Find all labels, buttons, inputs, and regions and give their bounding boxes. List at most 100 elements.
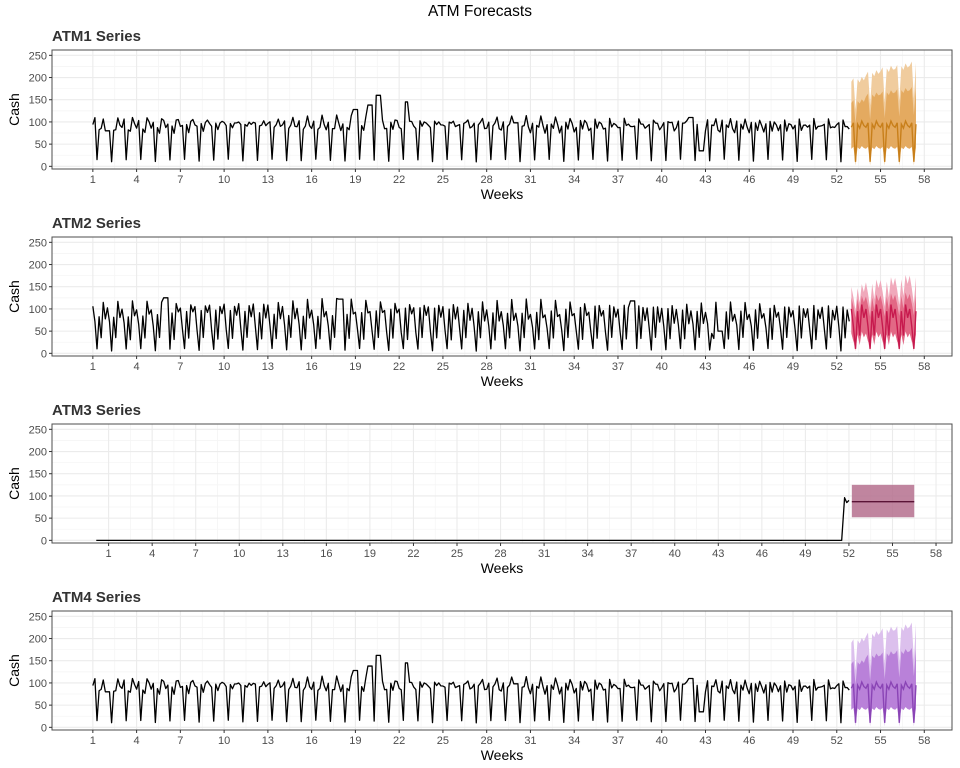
y-tick-label: 0 (41, 348, 47, 360)
x-tick-label: 52 (831, 361, 843, 373)
y-tick-label: 150 (29, 656, 47, 668)
panel-title: ATM2 Series (52, 215, 141, 232)
x-tick-label: 55 (886, 548, 898, 560)
x-tick-label: 28 (481, 735, 493, 747)
x-tick-label: 55 (874, 174, 886, 186)
x-tick-label: 16 (306, 735, 318, 747)
x-tick-label: 31 (538, 548, 550, 560)
forecast-mean-line (850, 119, 917, 162)
x-tick-label: 52 (831, 174, 843, 186)
x-tick-label: 22 (393, 735, 405, 747)
grid-lines (52, 611, 952, 730)
x-tick-label: 37 (612, 735, 624, 747)
x-tick-label: 46 (743, 735, 755, 747)
x-tick-label: 40 (656, 735, 668, 747)
y-tick-label: 150 (29, 282, 47, 294)
forecast-bands (850, 622, 917, 727)
x-tick-label: 46 (743, 174, 755, 186)
x-axis-label: Weeks (481, 373, 524, 389)
x-tick-label: 1 (90, 361, 96, 373)
forecast-mean-line (850, 304, 917, 349)
x-tick-label: 43 (699, 174, 711, 186)
x-tick-label: 43 (699, 361, 711, 373)
forecast-mean-line (850, 680, 917, 723)
x-tick-label: 55 (874, 735, 886, 747)
x-tick-label: 37 (612, 361, 624, 373)
x-tick-label: 34 (568, 361, 580, 373)
chart-panel-4: ATM4 Series 0 50 100 150 200 250 1 4 7 10 13 16 19 22 2… (6, 589, 953, 763)
y-axis: 0 50 100 150 200 250 (29, 237, 52, 360)
x-tick-label: 1 (106, 548, 112, 560)
chart-panel-2: ATM2 Series 0 50 100 150 200 250 1 4 7 10 13 16 19 22 2… (6, 215, 953, 389)
grid-lines (52, 50, 952, 169)
x-tick-label: 49 (799, 548, 811, 560)
y-tick-label: 250 (29, 50, 47, 62)
x-tick-label: 46 (743, 361, 755, 373)
x-tick-label: 43 (712, 548, 724, 560)
x-tick-label: 49 (787, 174, 799, 186)
y-tick-label: 100 (29, 117, 47, 129)
x-tick-label: 31 (524, 174, 536, 186)
y-tick-label: 0 (41, 535, 47, 547)
x-tick-label: 58 (918, 735, 930, 747)
x-tick-label: 16 (306, 361, 318, 373)
x-tick-label: 10 (218, 361, 230, 373)
y-tick-label: 200 (29, 260, 47, 272)
x-tick-label: 28 (481, 174, 493, 186)
x-tick-label: 19 (364, 548, 376, 560)
x-tick-label: 40 (656, 174, 668, 186)
panel-title: ATM4 Series (52, 589, 141, 606)
x-axis-label: Weeks (481, 560, 524, 576)
x-tick-label: 28 (494, 548, 506, 560)
x-tick-label: 7 (177, 361, 183, 373)
x-tick-label: 22 (393, 174, 405, 186)
x-tick-label: 13 (262, 735, 274, 747)
chart-panel-1: ATM1 Series 0 50 100 150 200 250 1 4 7 10 13 16 19 22 2… (6, 28, 953, 202)
y-axis-label: Cash (6, 93, 22, 126)
y-tick-label: 50 (35, 513, 47, 525)
y-tick-label: 200 (29, 634, 47, 646)
panel-title: ATM3 Series (52, 402, 141, 419)
x-tick-label: 1 (90, 735, 96, 747)
x-tick-label: 13 (262, 361, 274, 373)
y-tick-label: 250 (29, 611, 47, 623)
forecast-bands (851, 484, 915, 518)
panel-border (51, 423, 953, 544)
history-series-line (92, 297, 850, 352)
x-tick-label: 10 (218, 174, 230, 186)
y-tick-label: 250 (29, 424, 47, 436)
x-tick-label: 7 (177, 735, 183, 747)
panel-border (51, 236, 953, 357)
x-tick-label: 7 (193, 548, 199, 560)
plot-background (52, 424, 952, 543)
x-tick-label: 58 (918, 174, 930, 186)
y-tick-label: 50 (35, 139, 47, 151)
x-tick-label: 34 (568, 735, 580, 747)
x-tick-label: 25 (437, 174, 449, 186)
x-tick-label: 31 (524, 735, 536, 747)
y-tick-label: 150 (29, 95, 47, 107)
x-tick-label: 19 (349, 735, 361, 747)
panel-title: ATM1 Series (52, 28, 141, 45)
x-tick-label: 49 (787, 735, 799, 747)
x-tick-label: 22 (393, 361, 405, 373)
forecast-bands (850, 274, 917, 352)
y-tick-label: 0 (41, 722, 47, 734)
figure-title: ATM Forecasts (428, 3, 532, 20)
x-tick-label: 55 (874, 361, 886, 373)
x-tick-label: 58 (930, 548, 942, 560)
forecast-bands (850, 61, 917, 166)
y-axis-label: Cash (6, 467, 22, 500)
x-axis-label: Weeks (481, 747, 524, 763)
history-series-line (92, 94, 850, 163)
y-tick-label: 50 (35, 326, 47, 338)
x-tick-label: 34 (568, 174, 580, 186)
x-tick-label: 40 (669, 548, 681, 560)
x-tick-label: 31 (524, 361, 536, 373)
x-tick-label: 4 (134, 735, 140, 747)
y-tick-label: 200 (29, 73, 47, 85)
x-tick-label: 16 (306, 174, 318, 186)
x-tick-label: 25 (437, 735, 449, 747)
x-tick-label: 40 (656, 361, 668, 373)
